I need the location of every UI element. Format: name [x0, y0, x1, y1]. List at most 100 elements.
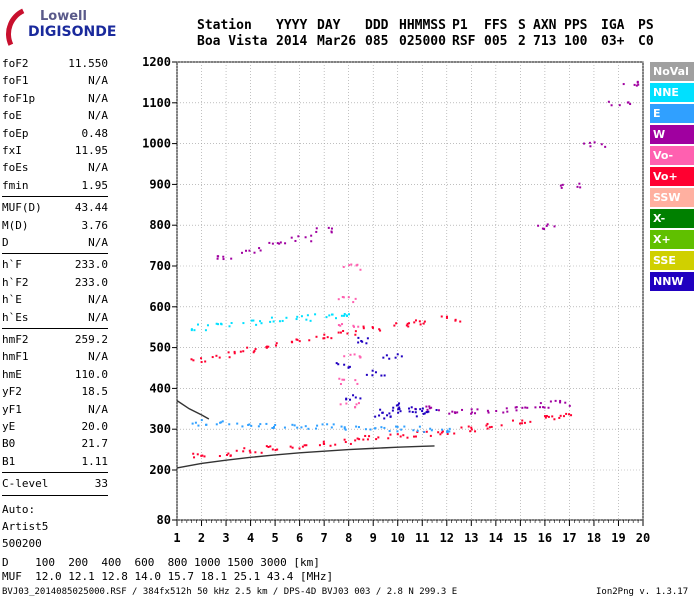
data-point [348, 313, 351, 316]
data-point [537, 224, 540, 227]
data-point [413, 321, 416, 324]
param-separator [2, 472, 108, 474]
data-point [242, 450, 245, 453]
data-point [341, 378, 344, 381]
data-point [337, 324, 340, 327]
data-point [191, 422, 194, 425]
data-point [437, 409, 440, 412]
data-point [338, 377, 341, 380]
data-point [216, 255, 219, 258]
data-point [355, 264, 358, 267]
data-point [395, 322, 398, 325]
data-point [635, 84, 638, 87]
data-point [304, 425, 307, 428]
data-point [523, 421, 526, 424]
param-value: 43.44 [74, 201, 108, 215]
param-name: foEp [2, 126, 29, 140]
data-point [200, 419, 203, 422]
data-point [248, 423, 251, 426]
data-point [271, 427, 274, 430]
data-point [542, 406, 545, 409]
x-tick-label: 7 [321, 531, 328, 545]
data-point [514, 406, 517, 409]
data-point [339, 383, 342, 386]
data-point [220, 323, 223, 326]
data-point [402, 434, 405, 437]
data-point [275, 344, 278, 347]
data-point [330, 227, 333, 230]
data-point [242, 350, 245, 353]
data-point [279, 241, 282, 244]
data-point [355, 425, 358, 428]
data-point [323, 333, 326, 336]
header-label-7: S [518, 18, 526, 33]
data-point [521, 406, 524, 409]
data-point [366, 337, 369, 340]
data-point [271, 242, 274, 245]
data-point [385, 354, 388, 357]
data-point [485, 424, 488, 427]
data-point [423, 320, 426, 323]
x-tick-label: 19 [611, 531, 625, 545]
data-point [399, 435, 402, 438]
data-point [564, 401, 567, 404]
header-value-7: 2 [518, 34, 526, 49]
data-point [461, 408, 464, 411]
param-value: N/A [88, 109, 108, 123]
data-point [215, 354, 218, 357]
data-point [259, 249, 262, 252]
plot-frame [176, 61, 644, 521]
data-point [249, 451, 252, 454]
header-value-3: 085 [365, 34, 389, 49]
data-point [365, 373, 368, 376]
data-point [445, 316, 448, 319]
data-point [342, 329, 345, 332]
data-point [257, 425, 260, 428]
data-point [343, 378, 346, 381]
data-point [429, 427, 432, 430]
muf-distance-row: D 100 200 400 600 800 1000 1500 3000 [km… [2, 556, 320, 569]
param-value: 21.7 [81, 437, 109, 451]
data-point [281, 319, 284, 322]
profile-curve-upper [176, 400, 210, 420]
data-point [470, 408, 473, 411]
param-row: foF2 11.550 [2, 55, 108, 72]
data-point [398, 406, 401, 409]
param-name: hmE [2, 367, 22, 381]
param-row: foEs N/A [2, 159, 108, 176]
param-row: foF1p N/A [2, 90, 108, 107]
data-point [306, 314, 309, 317]
data-point [607, 100, 610, 103]
data-point [553, 225, 556, 228]
header-label-4: HHMMSS [399, 18, 446, 33]
data-point [233, 350, 236, 353]
param-name: M(D) [2, 218, 29, 232]
data-point [345, 402, 348, 405]
data-point [309, 319, 312, 322]
data-point [395, 425, 398, 428]
data-point [294, 239, 297, 242]
data-point [297, 235, 300, 238]
param-name: h`E [2, 293, 22, 307]
data-point [359, 268, 362, 271]
data-point [570, 414, 573, 417]
param-value: N/A [88, 293, 108, 307]
data-point [426, 411, 429, 414]
data-point [400, 428, 403, 431]
data-point [200, 454, 203, 457]
data-point [360, 339, 363, 342]
data-point [332, 423, 335, 426]
data-point [422, 412, 425, 415]
data-point [219, 421, 222, 424]
header-value-1: 2014 [276, 34, 308, 49]
data-point [397, 403, 400, 406]
legend-sse: SSE [650, 251, 694, 270]
data-point [354, 297, 357, 300]
data-point [285, 316, 288, 319]
param-name: yE [2, 420, 16, 433]
x-tick-label: 13 [464, 531, 478, 545]
data-point [218, 356, 221, 359]
data-point [239, 350, 242, 353]
data-point [365, 342, 368, 345]
param-row: foEp 0.48 [2, 125, 108, 142]
